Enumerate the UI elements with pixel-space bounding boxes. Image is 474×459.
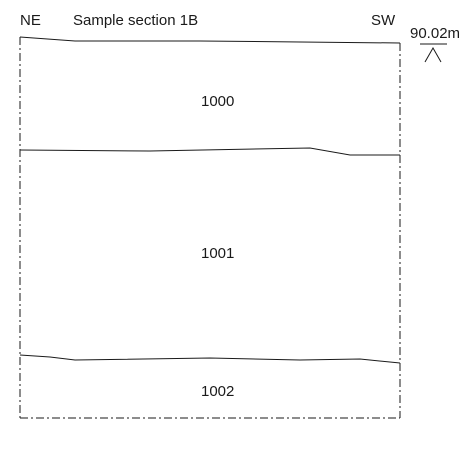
context-boundary-1000-1001	[19, 147, 400, 156]
ground-surface-line	[19, 36, 401, 44]
context-boundary-1001-1002	[19, 354, 401, 364]
datum-level-label: 90.02m	[410, 25, 461, 42]
orientation-label-left: NE	[20, 12, 41, 29]
orientation-label-right: SW	[371, 12, 396, 29]
section-title: Sample section 1B	[73, 12, 199, 29]
context-label-1000: 1000	[201, 93, 235, 110]
datum-marker-icon	[424, 46, 442, 63]
context-label-1002: 1002	[201, 383, 235, 400]
context-label-1001: 1001	[201, 245, 235, 262]
